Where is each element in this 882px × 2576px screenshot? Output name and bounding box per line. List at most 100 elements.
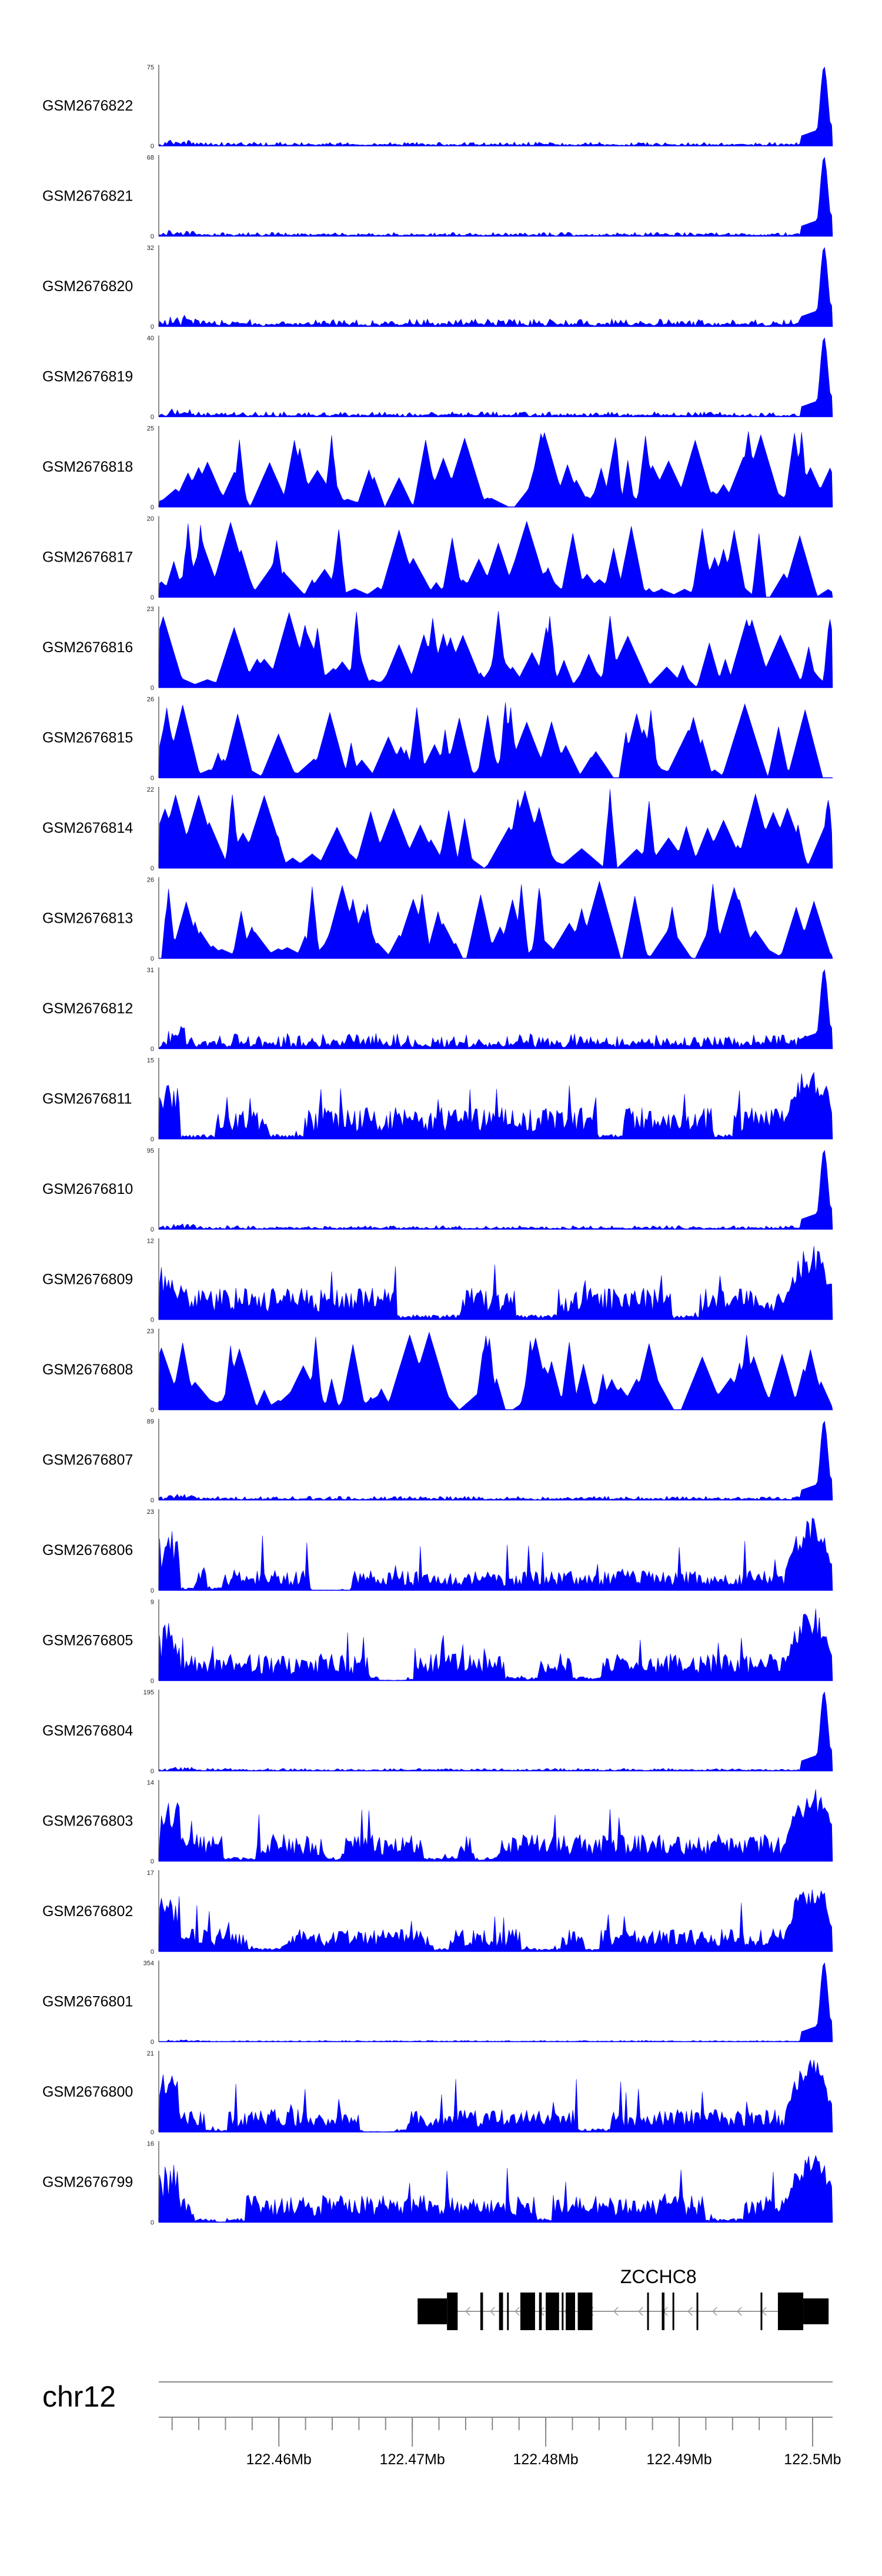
coverage-area	[158, 1789, 833, 1861]
y-min-label: 0	[151, 233, 154, 241]
coverage-area	[158, 2154, 833, 2223]
gene-track: ZCCHC8	[417, 2266, 829, 2330]
x-tick-label: 122.49Mb	[646, 2451, 711, 2468]
track-GSM2676809: GSM2676809 12 0	[42, 1238, 833, 1324]
y-min-label: 0	[151, 595, 154, 602]
y-max-label: 75	[147, 64, 154, 71]
y-max-label: 23	[147, 606, 154, 613]
track-label: GSM2676821	[42, 188, 133, 205]
y-max-label: 23	[147, 1509, 154, 1516]
y-min-label: 0	[151, 1497, 154, 1504]
track-label: GSM2676801	[42, 1994, 133, 2010]
exon	[577, 2293, 593, 2330]
exon	[546, 2293, 559, 2330]
genome-axis-ticks: 122.46Mb 122.47Mb 122.48Mb 122.49Mb 122.5Mb	[171, 2417, 841, 2468]
y-max-label: 31	[147, 967, 154, 974]
coverage-area	[158, 520, 833, 598]
y-min-label: 0	[151, 1046, 154, 1053]
coverage-area	[158, 789, 833, 869]
exon	[672, 2293, 674, 2330]
y-max-label: 23	[147, 1328, 154, 1335]
y-min-label: 0	[151, 2129, 154, 2136]
coverage-area	[158, 431, 833, 508]
track-label: GSM2676819	[42, 369, 133, 385]
y-max-label: 89	[147, 1419, 154, 1426]
track-label: GSM2676806	[42, 1542, 133, 1559]
y-max-label: 9	[151, 1599, 154, 1606]
y-min-label: 0	[151, 865, 154, 872]
track-label: GSM2676809	[42, 1272, 133, 1288]
y-max-label: 20	[147, 516, 154, 523]
track-GSM2676801: GSM2676801 354 0	[42, 1960, 833, 2046]
y-min-label: 0	[151, 1768, 154, 1775]
y-max-label: 32	[147, 245, 154, 252]
exon	[480, 2293, 483, 2330]
y-min-label: 0	[151, 2220, 154, 2227]
track-GSM2676818: GSM2676818 25 0	[42, 425, 833, 511]
track-GSM2676804: GSM2676804 195 0	[42, 1689, 833, 1775]
coverage-area	[158, 1150, 833, 1230]
x-tick-label: 122.5Mb	[784, 2451, 841, 2468]
track-GSM2676800: GSM2676800 21 0	[42, 2050, 833, 2136]
y-min-label: 0	[151, 323, 154, 331]
exon	[647, 2293, 649, 2330]
chromosome-label: chr12	[42, 2380, 116, 2413]
track-GSM2676807: GSM2676807 89 0	[42, 1419, 833, 1504]
coverage-area	[158, 1609, 833, 1681]
exon	[417, 2298, 447, 2324]
y-max-label: 17	[147, 1870, 154, 1877]
y-min-label: 0	[151, 414, 154, 421]
track-GSM2676821: GSM2676821 68 0	[42, 155, 833, 241]
track-label: GSM2676818	[42, 459, 133, 475]
exon	[566, 2293, 576, 2330]
track-GSM2676815: GSM2676815 26 0	[42, 696, 833, 782]
y-min-label: 0	[151, 1407, 154, 1414]
strand-chevron	[638, 2307, 643, 2316]
y-max-label: 22	[147, 786, 154, 793]
coverage-area	[158, 702, 833, 778]
track-label: GSM2676814	[42, 820, 133, 836]
y-max-label: 195	[143, 1689, 154, 1696]
y-max-label: 68	[147, 155, 154, 162]
x-tick-label: 122.46Mb	[246, 2451, 312, 2468]
coverage-area	[158, 969, 833, 1049]
strand-chevron	[687, 2307, 693, 2316]
coverage-area	[158, 66, 833, 146]
track-GSM2676813: GSM2676813 26 0	[42, 877, 833, 963]
track-GSM2676802: GSM2676802 17 0	[42, 1870, 833, 1956]
coverage-area	[158, 1889, 833, 1952]
exon	[539, 2293, 542, 2330]
coverage-area	[158, 1332, 833, 1410]
exon	[447, 2293, 458, 2330]
track-label: GSM2676805	[42, 1633, 133, 1649]
track-label: GSM2676799	[42, 2174, 133, 2191]
coverage-area	[158, 1691, 833, 1771]
exon	[520, 2293, 535, 2330]
coverage-area	[159, 880, 833, 959]
y-max-label: 95	[147, 1147, 154, 1154]
exon	[760, 2293, 763, 2330]
track-label: GSM2676802	[42, 1903, 133, 1920]
y-max-label: 21	[147, 2050, 154, 2057]
track-label: GSM2676811	[42, 1091, 132, 1107]
y-min-label: 0	[151, 143, 154, 150]
track-label: GSM2676800	[42, 2084, 133, 2100]
track-GSM2676803: GSM2676803 14 0	[42, 1780, 833, 1866]
strand-chevron	[712, 2307, 717, 2316]
y-max-label: 40	[147, 335, 154, 342]
y-min-label: 0	[151, 1317, 154, 1324]
track-GSM2676799: GSM2676799 16 0	[42, 2141, 833, 2227]
track-label: GSM2676822	[42, 98, 133, 114]
y-min-label: 0	[151, 775, 154, 782]
track-label: GSM2676813	[42, 910, 133, 927]
track-label: GSM2676808	[42, 1362, 133, 1378]
track-label: GSM2676816	[42, 639, 133, 656]
y-min-label: 0	[151, 1858, 154, 1866]
track-GSM2676820: GSM2676820 32 0	[42, 245, 833, 331]
track-GSM2676816: GSM2676816 23 0	[42, 606, 833, 692]
y-max-label: 354	[143, 1960, 154, 1967]
coverage-area	[158, 1072, 833, 1139]
exon	[803, 2298, 829, 2324]
exon	[507, 2293, 509, 2330]
